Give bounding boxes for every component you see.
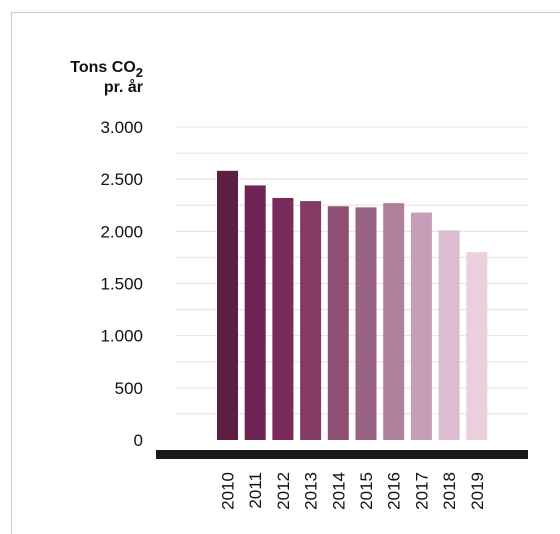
- bar-2012: [272, 197, 294, 440]
- bar-2017: [410, 212, 432, 440]
- bars: [217, 170, 488, 440]
- y-tick-label: 2.000: [100, 222, 143, 241]
- y-tick-label: 2.500: [100, 170, 143, 189]
- x-tick-label: 2017: [412, 472, 431, 510]
- bar-2016: [383, 203, 405, 440]
- x-tick-label: 2011: [246, 472, 265, 509]
- y-axis-label-line1: Tons CO2: [70, 59, 143, 80]
- y-tick-label: 1.000: [100, 327, 143, 346]
- y-tick-label: 1.500: [100, 275, 143, 294]
- x-tick-label: 2013: [302, 472, 321, 510]
- bar-2011: [244, 185, 266, 440]
- x-tick-label: 2016: [385, 472, 404, 510]
- y-tick-label: 500: [115, 379, 143, 398]
- bar-2014: [327, 206, 349, 440]
- x-tick-label: 2015: [357, 472, 376, 510]
- x-tick-label: 2019: [468, 472, 487, 510]
- bar-2019: [466, 252, 488, 440]
- x-tick-label: 2014: [329, 472, 348, 510]
- x-axis-baseline: [156, 450, 528, 459]
- bar-2018: [438, 230, 460, 440]
- bar-2010: [217, 170, 238, 440]
- y-tick-label: 3.000: [100, 118, 143, 137]
- x-tick-label: 2012: [274, 472, 293, 510]
- chart-frame: [11, 12, 560, 534]
- x-tick-label: 2018: [440, 472, 459, 510]
- x-tick-labels: 2010 2011 2012 2013 2014 2015 2016 2017 2018 2019: [219, 472, 487, 510]
- y-tick-labels: 0 500 1.000 1.500 2.000 2.500 3.000: [100, 118, 143, 450]
- y-axis-label-line2: pr. år: [104, 78, 143, 96]
- bar-2013: [300, 201, 322, 440]
- x-tick-label: 2010: [219, 472, 238, 510]
- bar-2015: [355, 207, 377, 440]
- y-tick-label: 0: [134, 431, 143, 450]
